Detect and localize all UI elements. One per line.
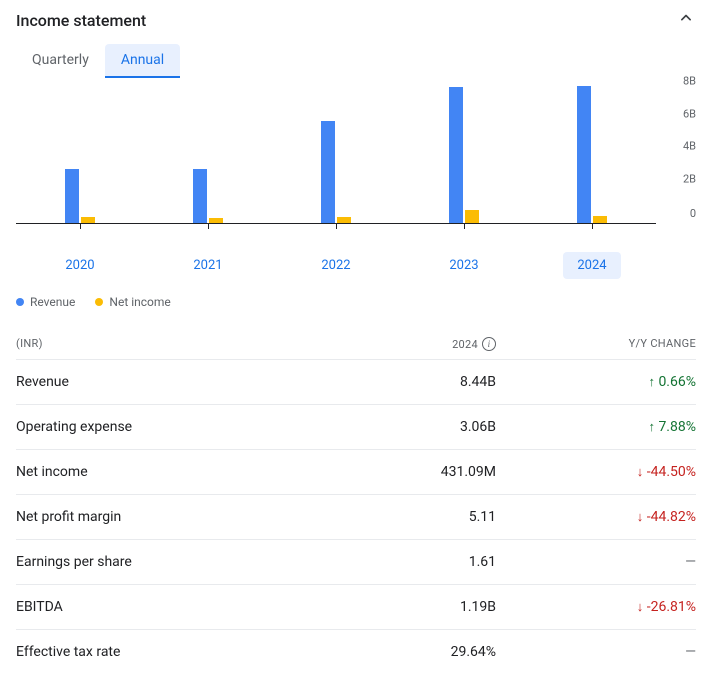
- y-axis-labels: 02B4B6B8B: [660, 94, 696, 224]
- x-axis-labels: 2020 2021 2022 2023 2024: [16, 252, 656, 279]
- year-column-header: 2024 i: [296, 337, 496, 351]
- legend-label: Net income: [109, 295, 170, 309]
- metric-value: 5.11: [296, 509, 496, 525]
- net-income-bar: [81, 217, 95, 223]
- metric-value: 1.61: [296, 554, 496, 570]
- period-tabs: QuarterlyAnnual: [16, 44, 696, 78]
- metric-change: ↓ -44.82%: [496, 509, 696, 525]
- metric-label: Operating expense: [16, 419, 296, 435]
- net-income-bar: [209, 218, 223, 223]
- metric-label: Net income: [16, 464, 296, 480]
- legend-item: Net income: [95, 295, 170, 309]
- section-header: Income statement: [16, 0, 696, 44]
- income-chart: 02B4B6B8B: [16, 94, 696, 244]
- table-header-row: (INR) 2024 i Y/Y CHANGE: [16, 329, 696, 359]
- x-tick: [592, 223, 593, 229]
- revenue-bar: [577, 86, 591, 223]
- bar-group[interactable]: [577, 86, 607, 223]
- arrow-down-icon: ↓: [637, 465, 644, 480]
- bar-group[interactable]: [65, 169, 95, 223]
- metric-value: 1.19B: [296, 599, 496, 615]
- section-title: Income statement: [16, 11, 146, 30]
- y-tick-label: 0: [690, 207, 696, 220]
- metric-change: ↓ -26.81%: [496, 599, 696, 615]
- legend-label: Revenue: [30, 295, 75, 309]
- year-button-2020[interactable]: 2020: [51, 252, 108, 279]
- x-tick: [464, 223, 465, 229]
- year-button-2023[interactable]: 2023: [435, 252, 492, 279]
- table-row[interactable]: Net profit margin5.11↓ -44.82%: [16, 494, 696, 539]
- y-tick-label: 4B: [683, 140, 696, 153]
- table-row[interactable]: Revenue8.44B↑ 0.66%: [16, 359, 696, 404]
- legend-dot-icon: [16, 298, 24, 306]
- revenue-bar: [193, 169, 207, 223]
- x-tick: [336, 223, 337, 229]
- metric-label: Net profit margin: [16, 509, 296, 525]
- y-tick-label: 8B: [683, 75, 696, 88]
- arrow-up-icon: ↑: [648, 375, 655, 390]
- tab-annual[interactable]: Annual: [105, 44, 180, 78]
- bar-group[interactable]: [193, 169, 223, 223]
- currency-label: (INR): [16, 337, 296, 351]
- bar-group[interactable]: [449, 87, 479, 224]
- metric-label: Effective tax rate: [16, 644, 296, 660]
- metric-change: ↓ -44.50%: [496, 464, 696, 480]
- table-row[interactable]: Earnings per share1.61—: [16, 539, 696, 584]
- y-tick-label: 2B: [683, 172, 696, 185]
- tab-quarterly[interactable]: Quarterly: [16, 44, 105, 78]
- revenue-bar: [449, 87, 463, 224]
- metric-change: ↑ 7.88%: [496, 419, 696, 435]
- year-button-2021[interactable]: 2021: [179, 252, 236, 279]
- table-body: Revenue8.44B↑ 0.66%Operating expense3.06…: [16, 359, 696, 674]
- metric-change: —: [496, 554, 696, 570]
- metric-change: —: [496, 644, 696, 660]
- metric-value: 8.44B: [296, 374, 496, 390]
- metric-change: ↑ 0.66%: [496, 374, 696, 390]
- change-column-header: Y/Y CHANGE: [496, 337, 696, 351]
- bar-group[interactable]: [321, 121, 351, 223]
- revenue-bar: [321, 121, 335, 223]
- y-tick-label: 6B: [683, 107, 696, 120]
- revenue-bar: [65, 169, 79, 223]
- metric-label: Revenue: [16, 374, 296, 390]
- collapse-chevron-icon[interactable]: [676, 8, 696, 32]
- metric-label: EBITDA: [16, 599, 296, 615]
- table-row[interactable]: Operating expense3.06B↑ 7.88%: [16, 404, 696, 449]
- arrow-up-icon: ↑: [648, 420, 655, 435]
- metric-value: 3.06B: [296, 419, 496, 435]
- metric-value: 29.64%: [296, 644, 496, 660]
- table-row[interactable]: EBITDA1.19B↓ -26.81%: [16, 584, 696, 629]
- chart-legend: Revenue Net income: [16, 295, 696, 309]
- legend-item: Revenue: [16, 295, 75, 309]
- x-tick: [208, 223, 209, 229]
- chart-plot-area: [16, 94, 656, 224]
- metric-label: Earnings per share: [16, 554, 296, 570]
- legend-dot-icon: [95, 298, 103, 306]
- arrow-down-icon: ↓: [637, 510, 644, 525]
- table-row[interactable]: Effective tax rate29.64%—: [16, 629, 696, 674]
- bar-groups: [16, 94, 656, 223]
- year-button-2022[interactable]: 2022: [307, 252, 364, 279]
- net-income-bar: [337, 217, 351, 224]
- info-icon[interactable]: i: [482, 337, 496, 351]
- table-row[interactable]: Net income431.09M↓ -44.50%: [16, 449, 696, 494]
- arrow-down-icon: ↓: [637, 600, 644, 615]
- net-income-bar: [593, 216, 607, 223]
- x-tick: [80, 223, 81, 229]
- net-income-bar: [465, 210, 479, 223]
- year-button-2024[interactable]: 2024: [563, 252, 620, 279]
- metric-value: 431.09M: [296, 464, 496, 480]
